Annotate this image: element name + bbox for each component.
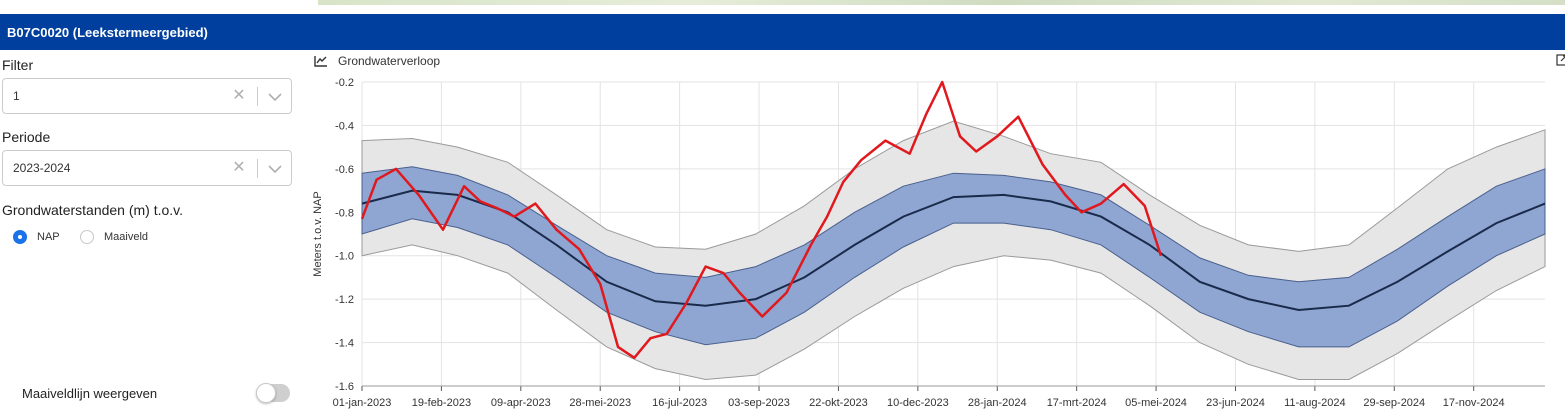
y-tick-label: -0.2 <box>335 77 354 89</box>
periode-label: Periode <box>2 129 51 145</box>
grondwater-label: Grondwaterstanden (m) t.o.v. <box>2 202 184 218</box>
y-tick-label: -0.8 <box>335 207 354 219</box>
y-tick-label: -1.0 <box>335 251 354 263</box>
radio-nap[interactable] <box>13 230 27 244</box>
maaiveld-toggle[interactable] <box>256 383 290 403</box>
filter-select-value: 1 <box>13 89 20 103</box>
window-title-bar: B07C0020 (Leekstermeergebied) <box>0 14 1565 50</box>
radio-maaiveld[interactable] <box>80 230 94 244</box>
x-tick-label: 01-jan-2023 <box>333 397 392 409</box>
outer-range-band <box>361 120 1546 381</box>
select-separator <box>257 87 258 106</box>
periode-select-value: 2023-2024 <box>13 161 71 175</box>
filter-clear-icon[interactable]: ✕ <box>232 87 246 104</box>
x-tick-label: 10-dec-2023 <box>887 397 949 409</box>
y-axis-label: Meters t.o.v. NAP <box>312 191 324 276</box>
y-tick-label: -1.4 <box>335 338 354 350</box>
line-chart-icon <box>314 56 327 67</box>
radio-maaiveld-label: Maaiveld <box>104 231 149 243</box>
y-tick-label: -1.2 <box>335 294 354 306</box>
radio-nap-label: NAP <box>37 231 60 243</box>
x-tick-label: 16-jul-2023 <box>652 397 707 409</box>
x-tick-label: 23-jun-2024 <box>1206 397 1265 409</box>
x-tick-label: 05-mei-2024 <box>1125 397 1187 409</box>
x-tick-label: 28-jan-2024 <box>968 397 1027 409</box>
x-tick-label: 09-apr-2023 <box>491 397 551 409</box>
x-tick-label: 22-okt-2023 <box>809 397 868 409</box>
chart-header: Grondwaterverloop <box>314 52 440 70</box>
periode-select[interactable]: 2023-2024 ✕ <box>2 150 292 186</box>
maaiveld-toggle-label: Maaiveldlijn weergeven <box>22 386 158 401</box>
y-tick-label: -0.6 <box>335 164 354 176</box>
x-tick-label: 17-mrt-2024 <box>1047 397 1107 409</box>
filter-label: Filter <box>2 57 34 73</box>
median-line <box>361 189 1546 312</box>
window-title: B07C0020 (Leekstermeergebied) <box>7 24 208 40</box>
filter-select[interactable]: 1 ✕ <box>2 78 292 114</box>
y-tick-label: -0.4 <box>335 120 354 132</box>
chart-title: Grondwaterverloop <box>338 54 441 68</box>
x-tick-label: 17-nov-2024 <box>1443 397 1505 409</box>
x-tick-label: 03-sep-2023 <box>728 397 790 409</box>
chevron-down-icon[interactable] <box>266 88 284 106</box>
x-tick-label: 28-mei-2023 <box>569 397 631 409</box>
expand-icon[interactable] <box>1556 54 1565 66</box>
select-separator <box>257 159 258 178</box>
periode-clear-icon[interactable]: ✕ <box>232 159 246 176</box>
map-strip <box>318 0 1565 5</box>
toggle-knob <box>256 383 276 403</box>
x-tick-label: 11-aug-2024 <box>1284 397 1346 409</box>
plot-area <box>362 82 1545 386</box>
x-tick-label: 29-sep-2024 <box>1363 397 1425 409</box>
y-tick-label: -1.6 <box>335 381 354 393</box>
chevron-down-icon[interactable] <box>266 160 284 178</box>
x-tick-label: 19-feb-2023 <box>412 397 471 409</box>
inner-range-band <box>361 166 1546 348</box>
measured-line <box>360 80 1163 360</box>
